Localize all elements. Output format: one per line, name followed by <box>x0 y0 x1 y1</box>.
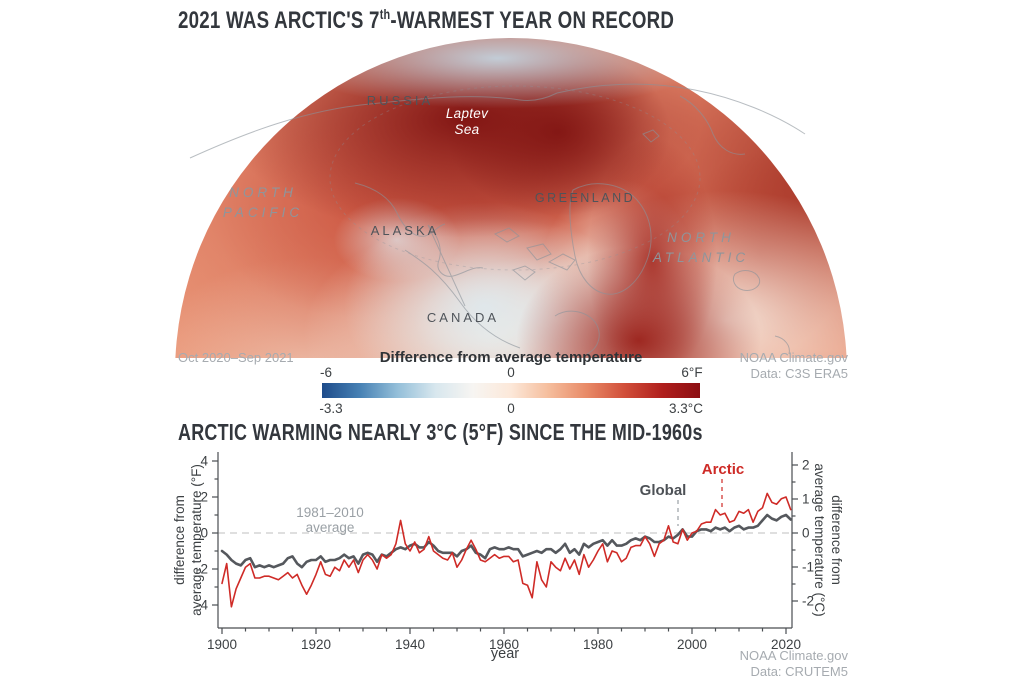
arctic-temperature-map: RUSSIA Laptev Sea NORTH PACIFIC ALASKA G… <box>175 38 847 358</box>
temperature-colorbar <box>322 383 700 398</box>
reference-line-label-line2: average <box>305 520 355 535</box>
colorbar-f-min: -6 <box>319 365 333 380</box>
legend-arctic-label: Arctic <box>701 461 745 478</box>
y-tick-label-c: 2 <box>802 458 810 473</box>
y-axis-label-right-line2: average temperature (°C) <box>812 463 827 617</box>
map-title-prefix: 2021 WAS ARCTIC'S 7 <box>178 7 380 34</box>
series-line-arctic <box>221 492 792 608</box>
map-label-laptev-line2: Sea <box>454 122 480 137</box>
colorbar-f-mid: 0 <box>507 365 515 380</box>
map-title: 2021 WAS ARCTIC'S 7th-WARMEST YEAR ON RE… <box>178 6 674 35</box>
x-tick-label: 2020 <box>771 637 801 652</box>
map-label-north-atlantic-line1: NORTH <box>667 230 735 245</box>
reference-line-label: 1981–2010 average <box>296 505 364 535</box>
y-axis-label-left-line1: difference from <box>172 495 187 585</box>
x-tick-label: 1940 <box>395 637 425 652</box>
x-tick-label: 1960 <box>489 637 519 652</box>
y-axis-label-right: difference from average temperature (°C) <box>811 440 845 640</box>
y-axis-label-left: difference from average temperature (°F) <box>171 440 205 640</box>
x-axis-label: year <box>490 646 520 662</box>
colorbar-c-max: 3.3°C <box>669 401 703 416</box>
y-tick-label-c: 1 <box>802 492 810 507</box>
colorbar-f-max: 6°F <box>681 365 703 380</box>
map-attribution-line1: NOAA Climate.gov <box>739 350 848 365</box>
map-label-russia: RUSSIA <box>366 93 434 108</box>
colorbar-title: Difference from average temperature <box>379 349 643 366</box>
map-label-greenland: GREENLAND <box>534 191 636 205</box>
map-date-range: Oct 2020–Sep 2021 <box>178 350 294 365</box>
x-tick-label: 1920 <box>301 637 331 652</box>
chart-attribution-line1: NOAA Climate.gov <box>739 648 848 663</box>
y-tick-label-f: 4 <box>200 454 208 469</box>
map-label-north-pacific-line2: PACIFIC <box>222 205 304 220</box>
y-axis-label-right-line1: difference from <box>829 495 844 585</box>
chart-attribution: NOAA Climate.gov Data: CRUTEM5 <box>664 648 848 680</box>
y-tick-label-c: -2 <box>802 594 814 609</box>
legend-global-label: Global <box>639 482 687 499</box>
chart-title: ARCTIC WARMING NEARLY 3°C (5°F) SINCE TH… <box>178 419 703 445</box>
y-tick-label-f: -2 <box>196 562 208 577</box>
y-tick-label-c: -1 <box>802 560 814 575</box>
coastlines <box>189 83 806 355</box>
x-tick-label: 1900 <box>207 637 237 652</box>
y-tick-label-c: 0 <box>802 526 810 541</box>
map-label-canada: CANADA <box>426 310 500 325</box>
x-tick-label: 1980 <box>583 637 613 652</box>
map-title-suffix: -WARMEST YEAR ON RECORD <box>390 7 675 34</box>
y-axis-label-left-line2: average temperature (°F) <box>189 464 204 616</box>
map-label-north-atlantic-line2: ATLANTIC <box>652 250 750 265</box>
x-tick-label: 2000 <box>677 637 707 652</box>
map-label-alaska: ALASKA <box>370 223 440 238</box>
colorbar-c-min: -3.3 <box>319 401 343 416</box>
map-label-north-pacific-line1: NORTH <box>229 185 297 200</box>
colorbar-c-mid: 0 <box>507 401 515 416</box>
map-attribution-line2: Data: C3S ERA5 <box>750 366 848 381</box>
y-tick-label-f: 0 <box>200 526 208 541</box>
chart-attribution-line2: Data: CRUTEM5 <box>750 664 848 679</box>
y-tick-label-f: 2 <box>200 490 208 505</box>
map-label-laptev-line1: Laptev <box>445 106 489 121</box>
map-attribution: NOAA Climate.gov Data: C3S ERA5 <box>664 350 848 382</box>
reference-line-label-line1: 1981–2010 <box>296 505 364 520</box>
y-tick-label-f: -4 <box>196 598 208 613</box>
map-title-ordinal: th <box>379 6 391 22</box>
